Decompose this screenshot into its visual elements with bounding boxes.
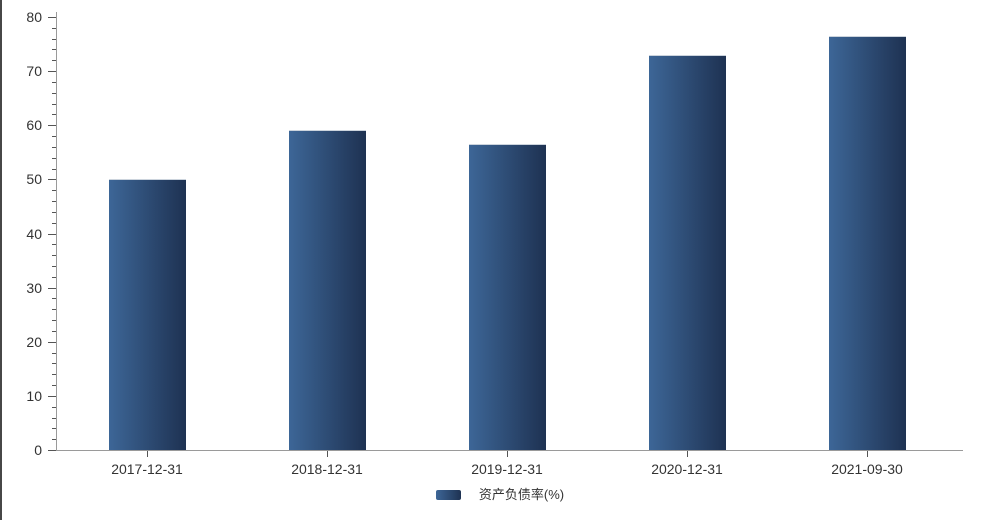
bar-2019-12-31[interactable] [469, 144, 546, 450]
y-axis-minor-tick [52, 60, 56, 61]
y-axis-major-tick [48, 234, 56, 235]
bar-2018-12-31[interactable] [289, 130, 366, 450]
y-axis-minor-tick [52, 147, 56, 148]
y-axis-major-tick [48, 71, 56, 72]
y-axis-minor-tick [52, 363, 56, 364]
y-axis-minor-tick [52, 407, 56, 408]
y-axis-minor-tick [52, 104, 56, 105]
y-axis-major-tick [48, 125, 56, 126]
y-axis-minor-tick [52, 136, 56, 137]
y-axis-major-tick [48, 17, 56, 18]
y-axis-major-tick [48, 396, 56, 397]
y-axis-minor-tick [52, 93, 56, 94]
legend-swatch-icon [435, 490, 461, 500]
y-axis-minor-tick [52, 385, 56, 386]
y-axis-minor-tick [52, 114, 56, 115]
window-left-edge [0, 0, 2, 520]
y-axis-tick-label: 70 [26, 63, 42, 79]
y-axis-major-tick [48, 288, 56, 289]
x-axis-tick [867, 451, 868, 457]
y-axis-major-tick [48, 179, 56, 180]
y-axis-minor-tick [52, 309, 56, 310]
y-axis-minor-tick [52, 201, 56, 202]
x-axis-label: 2021-09-30 [831, 461, 903, 477]
y-axis-minor-tick [52, 298, 56, 299]
y-axis-tick-label: 50 [26, 171, 42, 187]
y-axis-minor-tick [52, 212, 56, 213]
y-axis-minor-tick [52, 374, 56, 375]
x-axis-label: 2017-12-31 [111, 461, 183, 477]
y-axis-tick-label: 30 [26, 280, 42, 296]
y-axis-minor-tick [52, 331, 56, 332]
x-axis-tick [147, 451, 148, 457]
y-axis-minor-tick [52, 244, 56, 245]
y-axis-tick-label: 60 [26, 117, 42, 133]
y-axis-minor-tick [52, 428, 56, 429]
x-axis-label: 2020-12-31 [651, 461, 723, 477]
y-axis-minor-tick [52, 266, 56, 267]
y-axis-minor-tick [52, 255, 56, 256]
y-axis-minor-tick [52, 82, 56, 83]
y-axis-minor-tick [52, 223, 56, 224]
x-axis-tick [327, 451, 328, 457]
bar-2020-12-31[interactable] [649, 55, 726, 450]
y-axis-line [56, 12, 57, 450]
x-axis-label: 2018-12-31 [291, 461, 363, 477]
y-axis-tick-label: 80 [26, 9, 42, 25]
bar-2017-12-31[interactable] [109, 179, 186, 450]
y-axis-tick-label: 10 [26, 388, 42, 404]
y-axis-minor-tick [52, 169, 56, 170]
x-axis-label: 2019-12-31 [471, 461, 543, 477]
x-axis-line [55, 450, 963, 451]
y-axis-minor-tick [52, 353, 56, 354]
y-axis-major-tick [48, 450, 56, 451]
x-axis-tick [507, 451, 508, 457]
y-axis-tick-label: 40 [26, 226, 42, 242]
y-axis-minor-tick [52, 49, 56, 50]
y-axis-minor-tick [52, 158, 56, 159]
legend-item-asset-liability-ratio[interactable]: 资产负债率(%) [0, 487, 1000, 503]
x-axis-tick [687, 451, 688, 457]
y-axis-tick-label: 0 [34, 442, 42, 458]
y-axis-minor-tick [52, 439, 56, 440]
y-axis-minor-tick [52, 277, 56, 278]
bar-2021-09-30[interactable] [829, 36, 906, 450]
y-axis-tick-label: 20 [26, 334, 42, 350]
y-axis-minor-tick [52, 190, 56, 191]
y-axis-minor-tick [52, 320, 56, 321]
y-axis-minor-tick [52, 28, 56, 29]
legend-label: 资产负债率(%) [478, 487, 565, 502]
y-axis-major-tick [48, 342, 56, 343]
y-axis-minor-tick [52, 39, 56, 40]
y-axis-minor-tick [52, 418, 56, 419]
